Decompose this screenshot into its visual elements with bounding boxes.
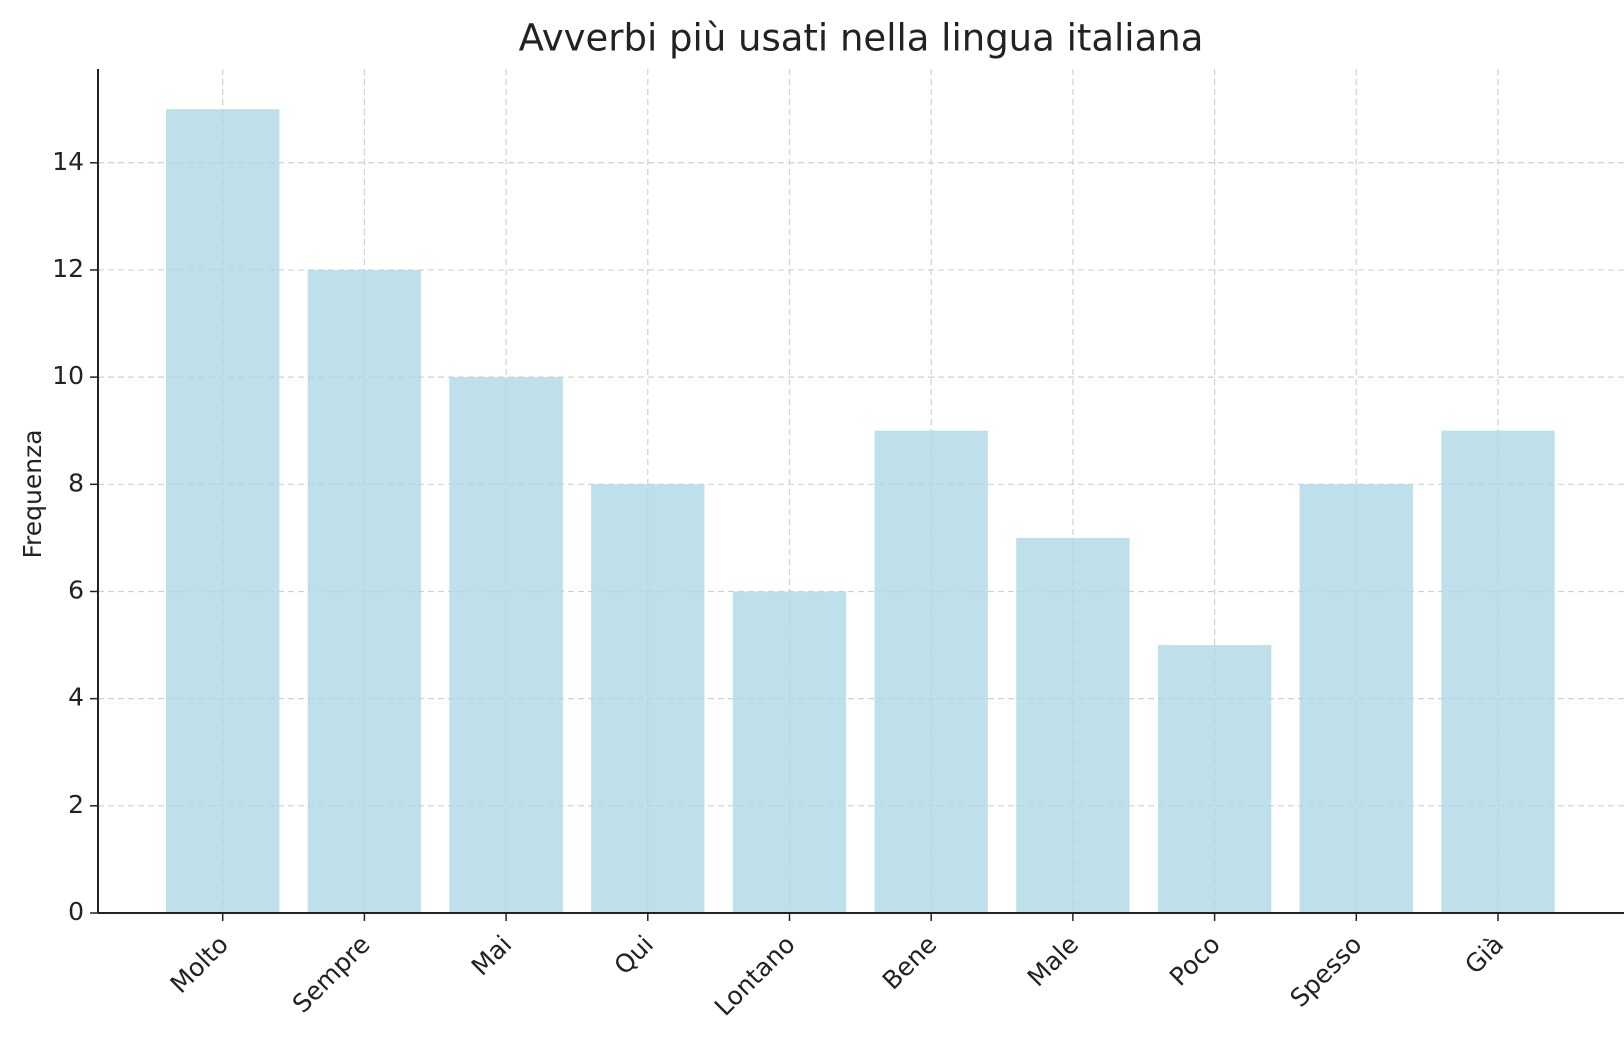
bar: [1299, 484, 1413, 913]
bar: [1016, 537, 1130, 913]
x-tick-label: Poco: [1164, 930, 1226, 992]
bar: [307, 269, 422, 913]
x-tick-label: Qui: [608, 930, 659, 981]
bar: [449, 377, 563, 914]
y-tick-label: 10: [52, 361, 84, 390]
chart-title: Avverbi più usati nella lingua italiana: [519, 17, 1204, 60]
y-tick-label: 12: [52, 254, 84, 283]
y-axis-label: Frequenza: [18, 429, 47, 558]
bar: [1441, 430, 1555, 913]
x-tick-label: Bene: [877, 930, 943, 996]
bars: [166, 109, 1555, 914]
y-tick-label: 8: [68, 468, 84, 497]
y-tick-label: 6: [68, 575, 84, 604]
bar: [874, 430, 988, 913]
x-tick-label: Già: [1459, 930, 1509, 980]
y-tick-label: 14: [52, 147, 84, 176]
x-tick-label: Molto: [165, 930, 234, 999]
x-tick-label: Male: [1022, 930, 1084, 992]
bar: [1157, 645, 1272, 913]
y-tick-label: 4: [68, 683, 84, 712]
bar: [591, 484, 705, 913]
bar: [166, 109, 280, 913]
x-tick-label: Sempre: [287, 930, 376, 1019]
x-tick-label: Spesso: [1284, 930, 1367, 1013]
bar: [732, 591, 847, 913]
x-tick-label: Lontano: [709, 930, 801, 1022]
y-tick-label: 0: [68, 897, 84, 926]
y-tick-label: 2: [68, 790, 84, 819]
x-tick-label: Mai: [466, 930, 518, 982]
